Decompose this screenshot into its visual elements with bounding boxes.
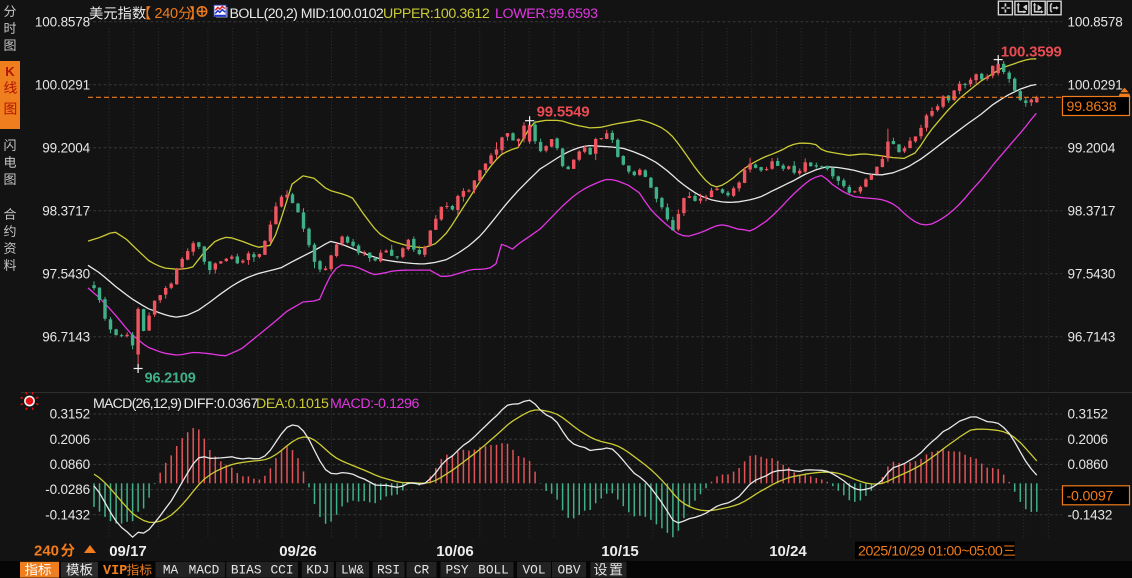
svg-text:96.7143: 96.7143	[1068, 329, 1116, 344]
svg-text:CR: CR	[414, 563, 430, 578]
svg-text:VIP: VIP	[103, 564, 127, 578]
svg-text:99.2004: 99.2004	[42, 140, 90, 155]
svg-text:99.8638: 99.8638	[1067, 99, 1117, 115]
svg-text:97.5430: 97.5430	[42, 266, 90, 281]
svg-text:DEA:0.1015: DEA:0.1015	[256, 396, 329, 412]
svg-text:PSY: PSY	[445, 563, 468, 578]
svg-text:100.3599: 100.3599	[1001, 44, 1062, 61]
svg-text:09/17: 09/17	[109, 543, 147, 560]
svg-text:240: 240	[34, 543, 59, 560]
svg-text:CCI: CCI	[270, 563, 293, 578]
svg-text:BOLL(20,2) MID:100.0102: BOLL(20,2) MID:100.0102	[230, 6, 384, 22]
svg-text:-0.1432: -0.1432	[1068, 507, 1113, 522]
svg-text:DIFF:0.0367: DIFF:0.0367	[184, 396, 259, 412]
svg-text:96.2109: 96.2109	[145, 371, 196, 387]
svg-text:VOL: VOL	[522, 563, 545, 578]
svg-text:97.5430: 97.5430	[1068, 266, 1116, 281]
svg-text:10/24: 10/24	[769, 543, 807, 560]
svg-text:98.3717: 98.3717	[42, 203, 90, 218]
svg-text:OBV: OBV	[557, 563, 580, 578]
svg-text:BIAS: BIAS	[231, 563, 262, 578]
svg-text:LW&: LW&	[341, 563, 364, 578]
svg-text:0.3152: 0.3152	[1068, 407, 1108, 422]
svg-text:0.3152: 0.3152	[50, 407, 90, 422]
svg-text:BOLL: BOLL	[478, 563, 509, 578]
svg-text:10/06: 10/06	[436, 543, 474, 560]
svg-text:RSI: RSI	[377, 563, 400, 578]
svg-text:240: 240	[155, 6, 179, 22]
svg-text:10/15: 10/15	[601, 543, 639, 560]
svg-text:100.0291: 100.0291	[35, 77, 90, 92]
svg-text:99.5549: 99.5549	[537, 104, 590, 121]
svg-text:98.3717: 98.3717	[1068, 203, 1116, 218]
svg-text:100.8578: 100.8578	[35, 14, 90, 29]
svg-text:0.0860: 0.0860	[50, 457, 90, 472]
svg-text:-0.0097: -0.0097	[1067, 489, 1114, 505]
svg-text:KDJ: KDJ	[306, 563, 329, 578]
svg-text:MACD:-0.1296: MACD:-0.1296	[330, 396, 420, 412]
svg-text:LOWER:99.6593: LOWER:99.6593	[495, 6, 598, 22]
svg-text:0.0860: 0.0860	[1068, 457, 1108, 472]
svg-text:2025/10/29 01:00~05:00: 2025/10/29 01:00~05:00	[858, 544, 1003, 560]
svg-text:-0.0286: -0.0286	[45, 482, 90, 497]
svg-text:100.0291: 100.0291	[1068, 77, 1123, 92]
svg-text:MACD(26,12,9): MACD(26,12,9)	[93, 396, 181, 412]
svg-text:99.2004: 99.2004	[1068, 140, 1116, 155]
svg-text:96.7143: 96.7143	[42, 329, 90, 344]
svg-text:MACD: MACD	[189, 563, 220, 578]
svg-text:0.2006: 0.2006	[50, 432, 90, 447]
svg-text:0.2006: 0.2006	[1068, 432, 1108, 447]
svg-text:UPPER:100.3612: UPPER:100.3612	[383, 6, 490, 22]
svg-text:MA: MA	[163, 563, 179, 578]
svg-text:-0.1432: -0.1432	[45, 507, 90, 522]
svg-text:09/26: 09/26	[279, 543, 317, 560]
svg-text:K: K	[5, 64, 15, 79]
svg-text:100.8578: 100.8578	[1068, 14, 1123, 29]
